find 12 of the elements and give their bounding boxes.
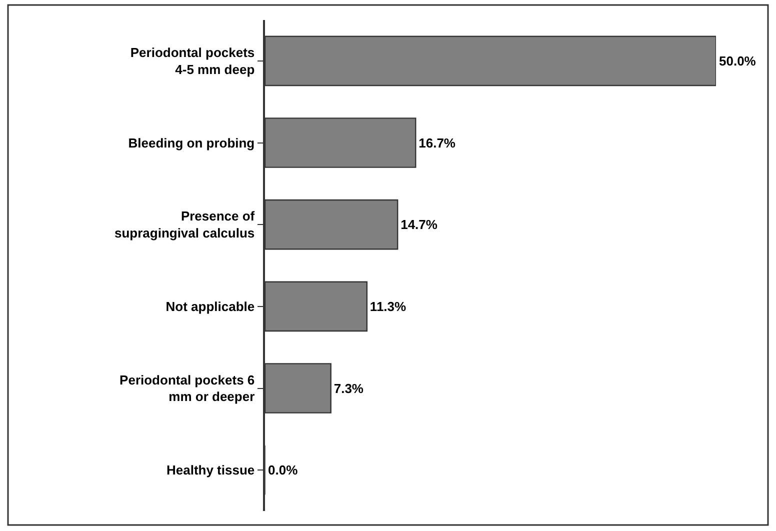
y-tick-label: Periodontal pockets 6 mm or deeper bbox=[120, 372, 255, 404]
data-label: 7.3% bbox=[334, 380, 364, 396]
data-label: 14.7% bbox=[400, 217, 438, 232]
data-label: 11.3% bbox=[370, 298, 407, 314]
data-label: 0.0% bbox=[268, 462, 298, 478]
data-label: 50.0% bbox=[719, 53, 756, 68]
y-tick-label: Not applicable bbox=[166, 298, 255, 314]
y-tick-label: Presence of supragingival calculus bbox=[114, 208, 256, 241]
y-tick-label: Bleeding on probing bbox=[128, 135, 255, 150]
data-label: 16.7% bbox=[418, 135, 456, 150]
y-tick-label: Healthy tissue bbox=[166, 462, 255, 478]
y-tick-label: Periodontal pockets 4-5 mm deep bbox=[130, 45, 255, 77]
